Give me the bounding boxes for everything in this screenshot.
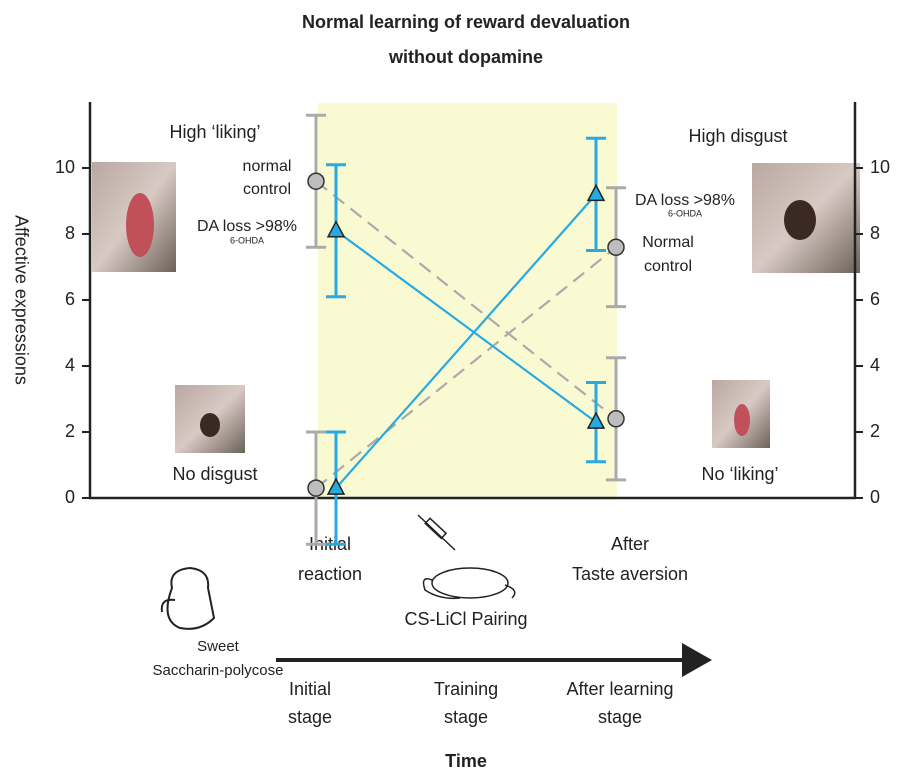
time-arrowhead	[682, 643, 712, 677]
x-tick-label: After	[611, 534, 649, 554]
y-tick-label: 4	[65, 355, 75, 375]
rat-tongue	[126, 193, 154, 257]
x-tick-label: Taste aversion	[572, 564, 688, 584]
y2-tick-label: 0	[870, 487, 880, 507]
stimulus-label: Saccharin-polycose	[153, 662, 284, 679]
data-point	[607, 238, 625, 256]
rat-mouth	[200, 413, 220, 437]
training-region	[318, 103, 617, 498]
stage-label: After learning	[566, 679, 673, 699]
data-point	[607, 410, 625, 428]
rat-tongue	[734, 404, 750, 436]
x-axis-label: Time	[445, 751, 487, 771]
annotation: 6-OHDA	[230, 235, 264, 245]
stage-label: Training	[434, 679, 498, 699]
annotation: High disgust	[688, 126, 787, 146]
x-tick-label: reaction	[298, 564, 362, 584]
stage-label: stage	[444, 707, 488, 727]
y2-tick-label: 4	[870, 355, 880, 375]
series-line	[335, 193, 597, 489]
data-point	[307, 479, 325, 497]
annotation: No ‘liking’	[701, 464, 778, 484]
data-point	[326, 477, 346, 495]
jug-icon	[160, 566, 216, 630]
rat-mouth	[784, 200, 816, 240]
y2-tick-label: 8	[870, 223, 880, 243]
data-point	[586, 411, 606, 429]
stage-label: stage	[598, 707, 642, 727]
stage-label: Initial	[289, 679, 331, 699]
annotation: 6-OHDA	[668, 208, 702, 218]
y-tick-label: 8	[65, 223, 75, 243]
data-point	[307, 172, 325, 190]
annotation: Normal	[642, 234, 694, 251]
annotation: No disgust	[172, 464, 257, 484]
annotation: High ‘liking’	[169, 122, 260, 142]
training-label: CS-LiCl Pairing	[404, 609, 527, 629]
y2-tick-label: 6	[870, 289, 880, 309]
stage-label: stage	[288, 707, 332, 727]
y-tick-label: 10	[55, 157, 75, 177]
y-axis-label: Affective expressions	[11, 215, 31, 385]
y2-tick-label: 10	[870, 157, 890, 177]
y-tick-label: 0	[65, 487, 75, 507]
data-point	[326, 220, 346, 238]
annotation: DA loss >98%	[197, 218, 297, 235]
y-tick-label: 6	[65, 289, 75, 309]
stimulus-label: Sweet	[197, 638, 240, 655]
series-line	[315, 246, 617, 489]
y-tick-label: 2	[65, 421, 75, 441]
data-point	[586, 183, 606, 202]
chart-title: without dopamine	[388, 47, 543, 67]
series-line	[315, 180, 617, 420]
series-line	[335, 229, 597, 423]
y2-tick-label: 2	[870, 421, 880, 441]
annotation: control	[243, 181, 291, 198]
annotation: control	[644, 258, 692, 275]
chart-title: Normal learning of reward devaluation	[302, 12, 630, 32]
annotation: DA loss >98%	[635, 192, 735, 209]
syringe-rat-icon	[417, 514, 516, 600]
annotation: normal	[243, 158, 292, 175]
